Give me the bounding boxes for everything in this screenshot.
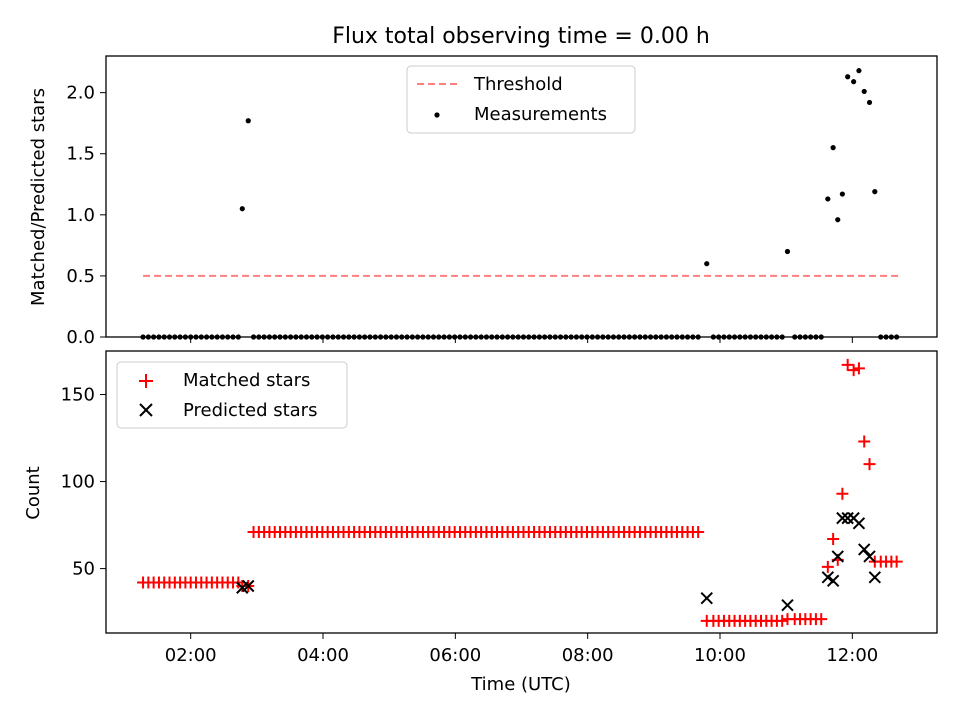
measurement-point bbox=[239, 206, 245, 212]
matched-legend-label: Matched stars bbox=[183, 370, 310, 391]
threshold-legend-label: Threshold bbox=[473, 74, 563, 95]
count-y-axis-label: Count bbox=[23, 466, 44, 519]
matched-legend-swatch bbox=[139, 374, 153, 388]
matched-star-point bbox=[821, 560, 834, 573]
ratio-y-tick-label: 0.0 bbox=[66, 327, 95, 348]
ratio-y-tick-label: 2.0 bbox=[66, 83, 95, 104]
predicted-star-point bbox=[836, 511, 849, 525]
measurement-point bbox=[845, 74, 851, 80]
predicted-star-point bbox=[781, 598, 794, 612]
measurement-point bbox=[245, 118, 251, 124]
predicted-star-point bbox=[852, 517, 866, 530]
ratio-y-tick-label: 1.0 bbox=[66, 205, 95, 226]
ratio-y-ticks: 0.0 0.5 1.0 1.5 2.0 bbox=[66, 83, 106, 348]
count-x-tick-label: 06:00 bbox=[429, 645, 481, 666]
ratio-panel: 0.00.51.01.52.0 Matched/Predicted stars … bbox=[28, 55, 938, 348]
ratio-x-ticks bbox=[190, 337, 853, 343]
matched-star-point bbox=[692, 526, 705, 539]
predicted-star-point bbox=[242, 579, 255, 593]
matched-star-point bbox=[890, 555, 903, 568]
matched-star-point bbox=[827, 533, 840, 545]
count-y-tick-label: 150 bbox=[61, 385, 95, 406]
count-legend: Matched stars Predicted stars bbox=[116, 361, 348, 429]
count-y-tick-label: 50 bbox=[72, 559, 95, 580]
ratio-y-axis-label: Matched/Predicted stars bbox=[28, 88, 49, 306]
measurement-point bbox=[835, 217, 841, 223]
measurements-legend-swatch bbox=[434, 112, 440, 118]
count-x-tick-label: 10:00 bbox=[694, 645, 746, 666]
count-y-ticks: 50 100 150 bbox=[61, 385, 106, 580]
ratio-legend: Threshold Measurements bbox=[406, 65, 636, 134]
matched-star-point bbox=[815, 613, 828, 626]
count-x-tick-label: 02:00 bbox=[165, 645, 217, 666]
ratio-y-tick-label: 1.5 bbox=[66, 144, 95, 165]
predicted-star-point bbox=[826, 574, 840, 587]
predicted-star-point bbox=[858, 543, 871, 556]
matched-star-point bbox=[776, 614, 789, 627]
matched-star-point bbox=[858, 435, 871, 448]
chart-title: Flux total observing time = 0.00 h bbox=[332, 24, 710, 49]
measurement-point bbox=[704, 261, 710, 267]
count-x-tick-label: 04:00 bbox=[297, 645, 349, 666]
matched-star-point bbox=[841, 358, 854, 371]
ratio-legend-box bbox=[406, 65, 636, 134]
count-legend-box bbox=[116, 361, 348, 429]
predicted-star-point bbox=[868, 571, 882, 584]
count-x-tick-label: 12:00 bbox=[826, 645, 878, 666]
count-axes-frame bbox=[105, 350, 938, 634]
measurement-point bbox=[839, 191, 845, 197]
measurements-legend-label: Measurements bbox=[474, 104, 607, 125]
measurement-point bbox=[872, 189, 878, 195]
measurement-point bbox=[861, 88, 867, 95]
measurement-point bbox=[851, 79, 857, 85]
count-x-ticks: 02:00 04:00 06:00 08:00 10:00 12:00 bbox=[165, 633, 878, 666]
predicted-star-point bbox=[700, 591, 713, 605]
predicted-star-point bbox=[821, 571, 835, 584]
measurement-point bbox=[825, 196, 831, 202]
measurement-point bbox=[784, 248, 791, 255]
predicted-legend-swatch bbox=[139, 403, 153, 417]
matched-star-point bbox=[863, 458, 876, 471]
count-y-tick-label: 100 bbox=[61, 472, 95, 493]
measurement-point bbox=[866, 99, 873, 106]
matched-star-point bbox=[847, 364, 860, 377]
measurement-point bbox=[856, 68, 862, 74]
count-x-tick-label: 08:00 bbox=[562, 645, 614, 666]
count-x-axis-label: Time (UTC) bbox=[470, 674, 571, 695]
matched-star-point bbox=[836, 487, 849, 500]
ratio-y-tick-label: 0.5 bbox=[66, 266, 95, 287]
predicted-star-point bbox=[863, 550, 876, 563]
ratio-axes-frame bbox=[105, 55, 938, 338]
predicted-legend-label: Predicted stars bbox=[183, 400, 317, 421]
measurement-point bbox=[830, 145, 836, 151]
count-plot-area bbox=[137, 358, 903, 627]
matched-star-point bbox=[852, 362, 865, 375]
predicted-star-point bbox=[831, 550, 844, 563]
